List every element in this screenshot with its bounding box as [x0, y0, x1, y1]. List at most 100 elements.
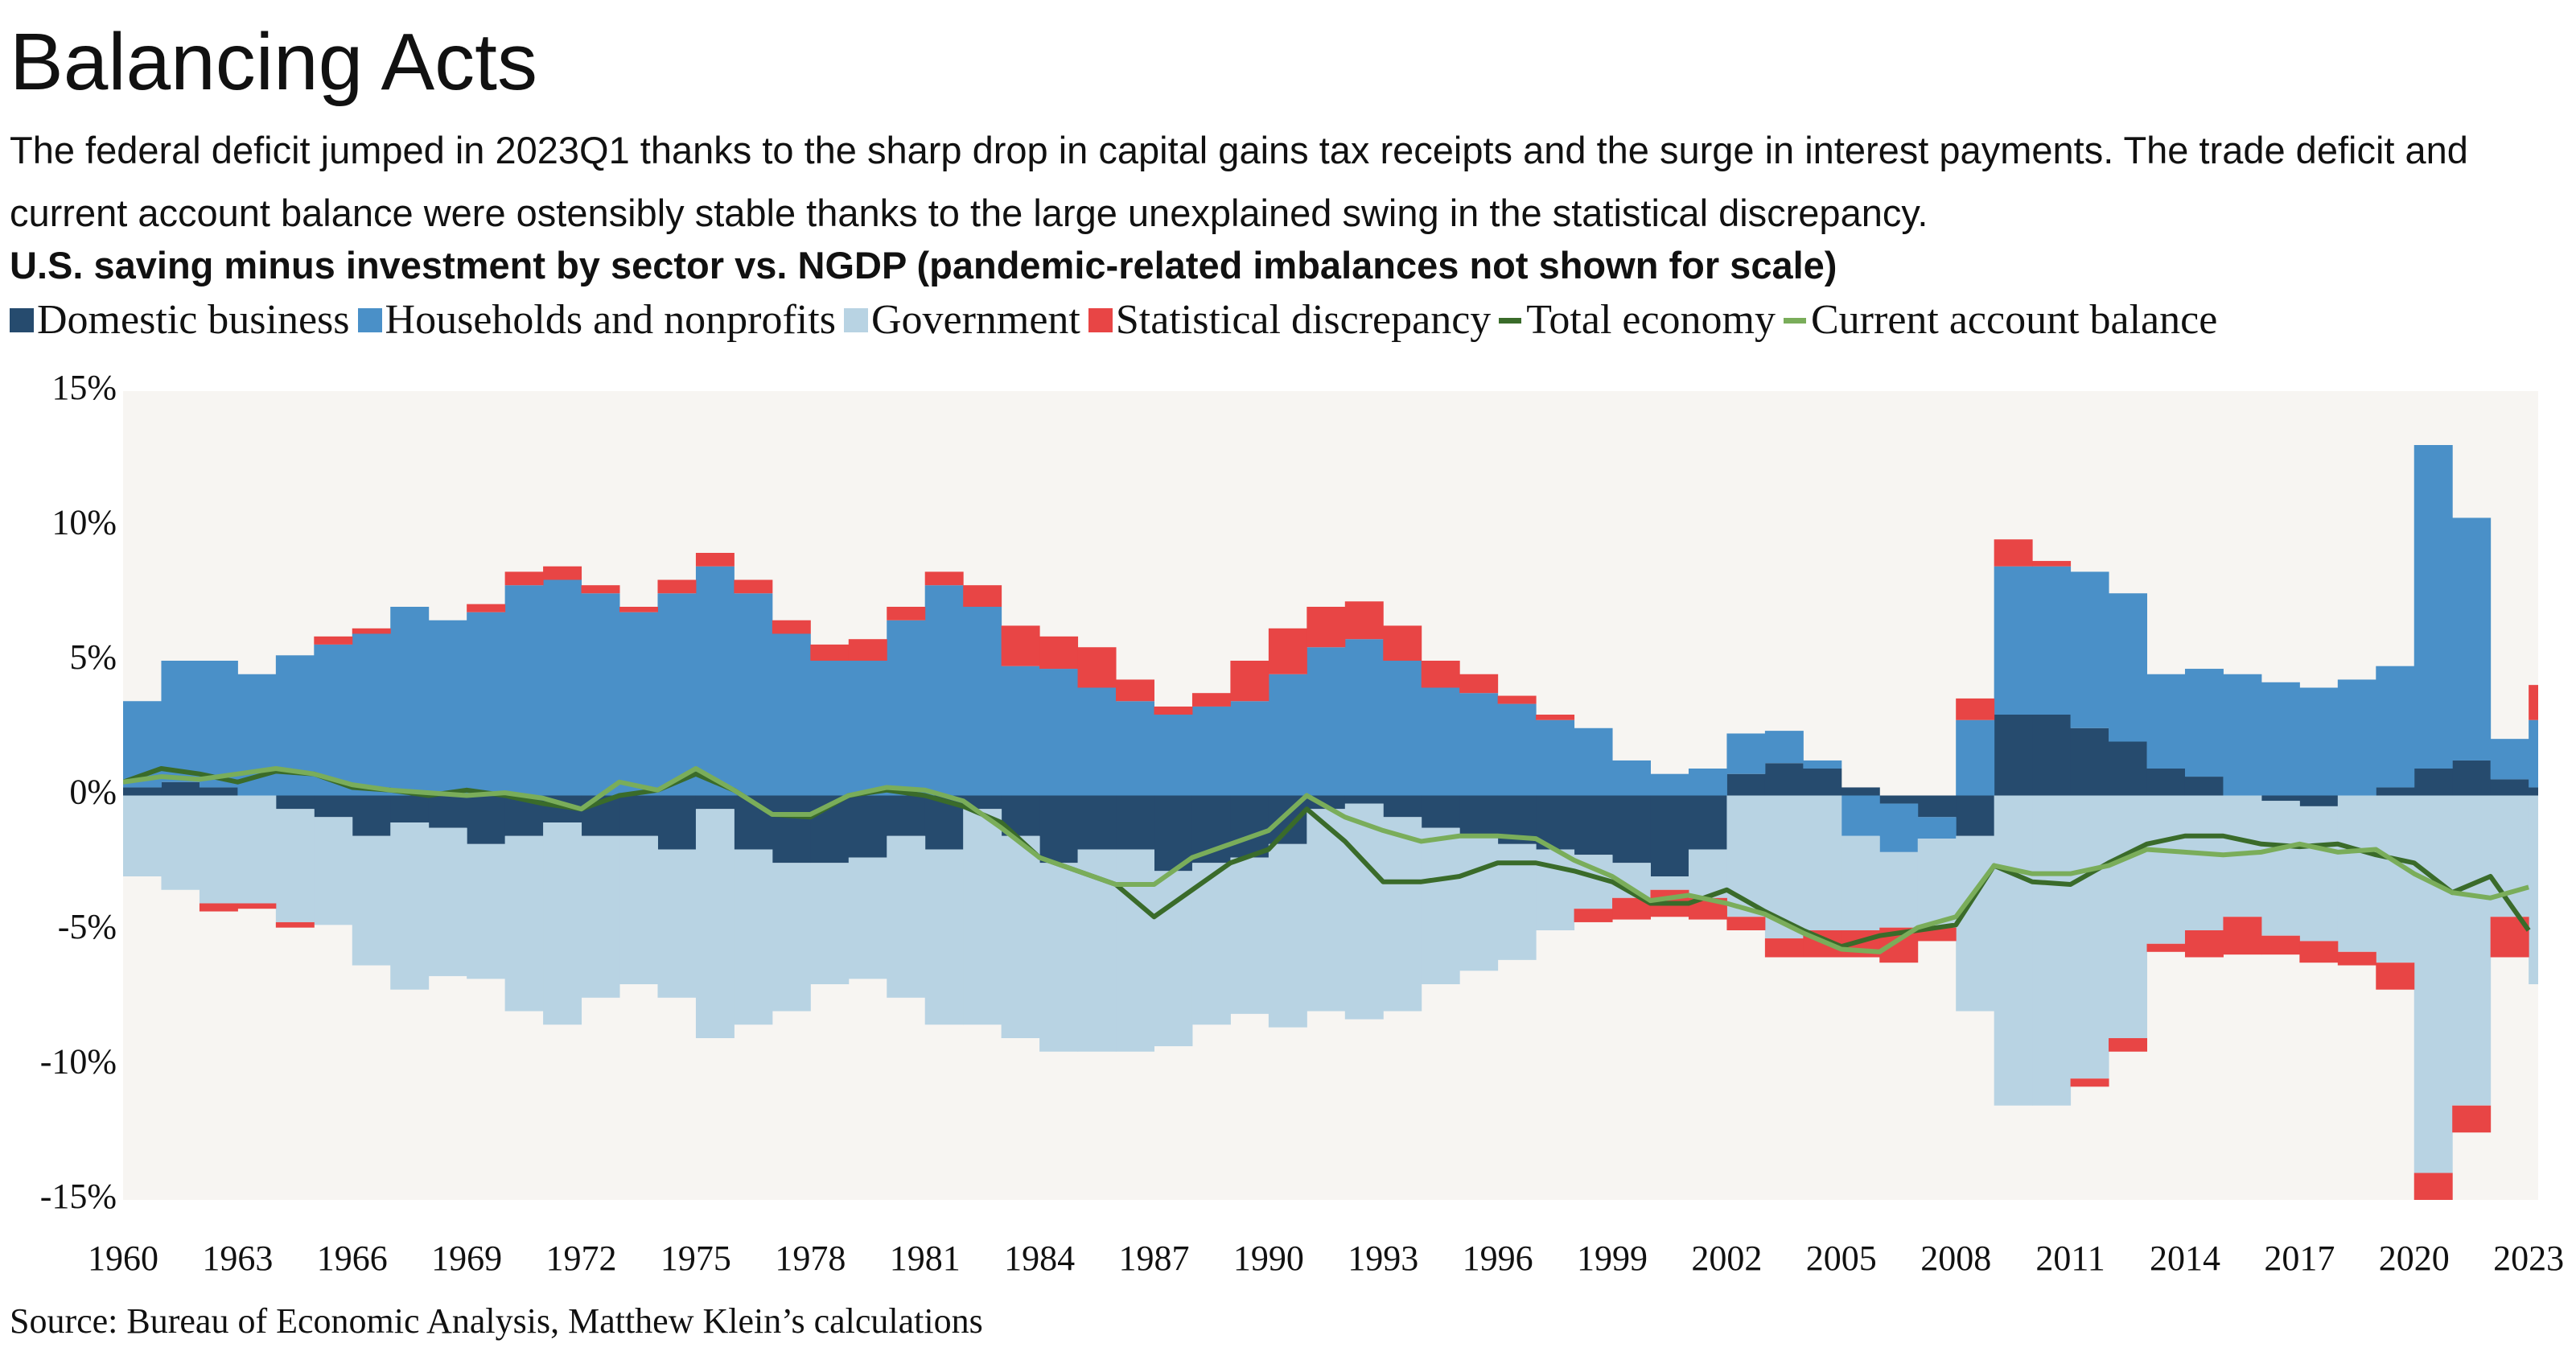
- legend-item: Statistical discrepancy: [1088, 295, 1491, 346]
- bar: [2337, 679, 2376, 796]
- subtitle: The federal deficit jumped in 2023Q1 tha…: [10, 129, 2468, 234]
- x-tick-label: 2020: [2379, 1239, 2450, 1278]
- bar: [2337, 951, 2376, 966]
- bar: [581, 585, 620, 594]
- bar: [695, 809, 735, 1038]
- bar: [1268, 843, 1307, 1028]
- bar: [619, 607, 658, 612]
- bar: [848, 857, 887, 979]
- bar: [1956, 835, 1995, 1012]
- bar: [1574, 795, 1613, 855]
- bar: [2529, 795, 2538, 984]
- legend-swatch: [10, 308, 34, 332]
- bar: [161, 661, 200, 782]
- bar: [887, 607, 926, 620]
- bar: [1956, 698, 1995, 720]
- bar: [1001, 666, 1040, 796]
- bar: [1726, 917, 1766, 930]
- bar: [1268, 628, 1307, 674]
- x-tick-label: 2002: [1691, 1239, 1762, 1278]
- x-tick-label: 1963: [202, 1239, 273, 1278]
- bar: [2184, 777, 2224, 796]
- bar: [2376, 962, 2415, 990]
- bar: [467, 843, 506, 979]
- bar: [2376, 666, 2415, 788]
- bar: [543, 566, 582, 580]
- bar: [314, 795, 353, 818]
- bar: [2413, 445, 2453, 769]
- bar: [2032, 561, 2072, 567]
- bar: [695, 795, 735, 810]
- bar: [237, 795, 277, 904]
- legend: Domestic business Households and nonprofi…: [10, 295, 2225, 346]
- bar: [1650, 795, 1689, 876]
- bar: [390, 607, 430, 796]
- bar: [1574, 728, 1613, 796]
- bar: [1116, 701, 1154, 796]
- bar: [581, 593, 620, 796]
- bar: [1536, 849, 1575, 930]
- legend-item: Current account balance: [1784, 295, 2217, 346]
- legend-label: Government: [870, 297, 1080, 343]
- bar: [887, 835, 926, 998]
- bar: [657, 579, 697, 594]
- bar: [504, 571, 544, 586]
- bar: [657, 795, 697, 850]
- bar: [2452, 760, 2492, 796]
- bar: [352, 795, 391, 836]
- bar: [810, 644, 850, 661]
- bar: [161, 781, 200, 796]
- bar: [619, 795, 658, 836]
- bar: [1841, 787, 1880, 796]
- bar: [1994, 715, 2033, 796]
- bar: [543, 822, 582, 1025]
- bar: [1917, 817, 1957, 839]
- x-tick-label: 1984: [1004, 1239, 1075, 1278]
- x-tick-label: 1990: [1233, 1239, 1304, 1278]
- bar: [1039, 863, 1079, 1052]
- bar: [1764, 938, 1804, 958]
- bar: [1803, 769, 1842, 796]
- bar: [2452, 795, 2492, 1106]
- bar: [275, 809, 315, 922]
- bar: [581, 835, 620, 998]
- bar: [1421, 661, 1460, 688]
- legend-item: Domestic business: [10, 295, 350, 346]
- bar: [657, 849, 697, 998]
- bar: [1383, 817, 1422, 1012]
- bar: [1841, 795, 1880, 836]
- bar: [1688, 795, 1727, 850]
- bar: [810, 863, 850, 984]
- bar: [772, 863, 811, 1012]
- bar: [1039, 669, 1079, 796]
- y-tick-label: 15%: [51, 368, 117, 407]
- bar: [467, 604, 506, 612]
- legend-swatch: [1784, 317, 1806, 324]
- bar: [275, 795, 315, 810]
- bar: [1230, 795, 1269, 858]
- x-tick-label: 1969: [431, 1239, 502, 1278]
- bar: [657, 593, 697, 796]
- bar: [2070, 728, 2109, 796]
- bar: [1726, 795, 1766, 917]
- bar: [2490, 779, 2529, 796]
- bar: [810, 661, 850, 796]
- bar: [352, 628, 391, 634]
- legend-item: Total economy: [1499, 295, 1776, 346]
- bar: [2109, 593, 2148, 742]
- bar: [1994, 539, 2033, 567]
- bar: [390, 795, 430, 822]
- legend-item: Government: [843, 295, 1080, 346]
- line: [123, 766, 2531, 950]
- bar: [1459, 674, 1499, 694]
- bar: [352, 633, 391, 796]
- bar: [2109, 1038, 2148, 1052]
- bar: [963, 809, 1002, 1025]
- bar: [504, 835, 544, 1012]
- bar: [1154, 871, 1193, 1047]
- y-tick-label: 0%: [69, 773, 117, 812]
- source: Source: Bureau of Economic Analysis, Mat…: [10, 1301, 983, 1341]
- bar: [2146, 795, 2186, 944]
- bar: [1191, 706, 1231, 796]
- bar: [848, 639, 887, 661]
